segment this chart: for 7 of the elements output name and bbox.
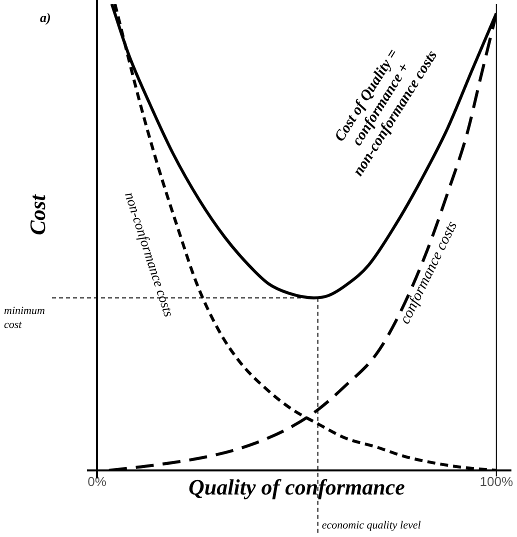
ref-line-label: minimum cost <box>4 304 45 331</box>
y-axis-title: Cost <box>25 194 50 236</box>
ref-line-label: economic quality level <box>322 519 421 532</box>
x-tick-label: 0% <box>88 474 107 489</box>
text: a) <box>40 10 51 25</box>
x-tick-label: 100% <box>480 474 514 489</box>
x-axis-title: Quality of conformance <box>188 474 406 500</box>
